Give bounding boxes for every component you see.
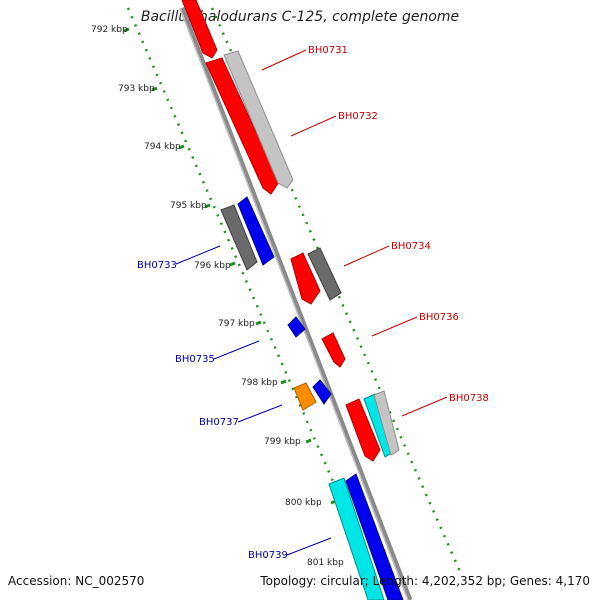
gene-label-group: BH0731 BH0732 BH0733 BH0734 BH0735 BH073… — [137, 45, 489, 561]
gene-feature[interactable] — [328, 477, 385, 600]
kbp-tick — [123, 27, 130, 33]
map-title: Bacillus halodurans C-125, complete geno… — [140, 9, 460, 25]
gene-feature[interactable] — [321, 332, 346, 368]
gene-feature[interactable] — [237, 196, 275, 266]
leader-line-bh0736 — [371, 316, 418, 337]
kbp-tick — [255, 320, 262, 326]
kbp-label: 795 kbp — [170, 201, 207, 211]
leader-line-bh0732 — [290, 115, 337, 137]
gene-feature[interactable] — [345, 398, 381, 462]
gene-label-bh0735[interactable]: BH0735 — [175, 354, 215, 365]
gene-label-bh0732[interactable]: BH0732 — [338, 111, 378, 122]
gene-label-bh0739[interactable]: BH0739 — [248, 550, 288, 561]
leader-line-bh0731 — [261, 49, 307, 71]
leader-line-bh0733 — [175, 245, 221, 265]
leader-line-bh0739 — [286, 537, 332, 556]
kbp-tick — [280, 379, 287, 385]
kbp-label: 797 kbp — [218, 319, 255, 329]
kbp-tick — [229, 261, 236, 267]
gene-label-bh0737[interactable]: BH0737 — [199, 417, 239, 428]
gene-feature[interactable] — [307, 247, 342, 301]
accession-text: Accession: NC_002570 — [8, 574, 145, 588]
kbp-label: 801 kbp — [307, 558, 344, 568]
gene-feature[interactable] — [220, 204, 258, 271]
gene-feature[interactable] — [345, 473, 404, 600]
leader-line-bh0738 — [401, 396, 448, 417]
kbp-label: 796 kbp — [194, 261, 231, 271]
kbp-tick — [151, 86, 158, 92]
gene-feature[interactable] — [312, 379, 332, 405]
topology-text: Topology: circular; Length: 4,202,352 bp… — [260, 574, 590, 588]
kbp-tick — [204, 203, 211, 209]
gene-feature[interactable] — [287, 316, 306, 338]
gene-label-bh0733[interactable]: BH0733 — [137, 260, 177, 271]
genome-backbone-highlight — [179, 7, 409, 600]
kbp-label: 800 kbp — [285, 498, 322, 508]
gene-label-bh0736[interactable]: BH0736 — [419, 312, 459, 323]
kbp-label: 792 kbp — [91, 25, 128, 35]
gene-features — [181, 0, 404, 600]
leader-line-bh0737 — [237, 404, 283, 423]
kbp-label: 794 kbp — [144, 142, 181, 152]
gene-label-bh0734[interactable]: BH0734 — [391, 241, 431, 252]
leader-line-bh0734 — [343, 245, 390, 267]
gene-feature[interactable] — [373, 390, 400, 456]
kbp-tick — [178, 144, 185, 150]
gene-feature[interactable] — [293, 382, 317, 411]
genome-backbone — [179, 7, 413, 600]
kbp-label: 799 kbp — [264, 437, 301, 447]
gene-label-bh0731[interactable]: BH0731 — [308, 45, 348, 56]
label-leader-lines — [175, 49, 448, 556]
gene-feature[interactable] — [181, 0, 218, 59]
gene-feature[interactable] — [290, 252, 321, 305]
gene-label-bh0738[interactable]: BH0738 — [449, 393, 489, 404]
kbp-label: 798 kbp — [241, 378, 278, 388]
gene-feature[interactable] — [223, 50, 294, 189]
gene-feature[interactable] — [205, 57, 280, 195]
kbp-label: 793 kbp — [118, 84, 155, 94]
kbp-label-group: 792 kbp 793 kbp 794 kbp 795 kbp 796 kbp … — [91, 25, 344, 568]
leader-line-bh0735 — [213, 340, 260, 360]
kbp-tick — [305, 438, 312, 444]
